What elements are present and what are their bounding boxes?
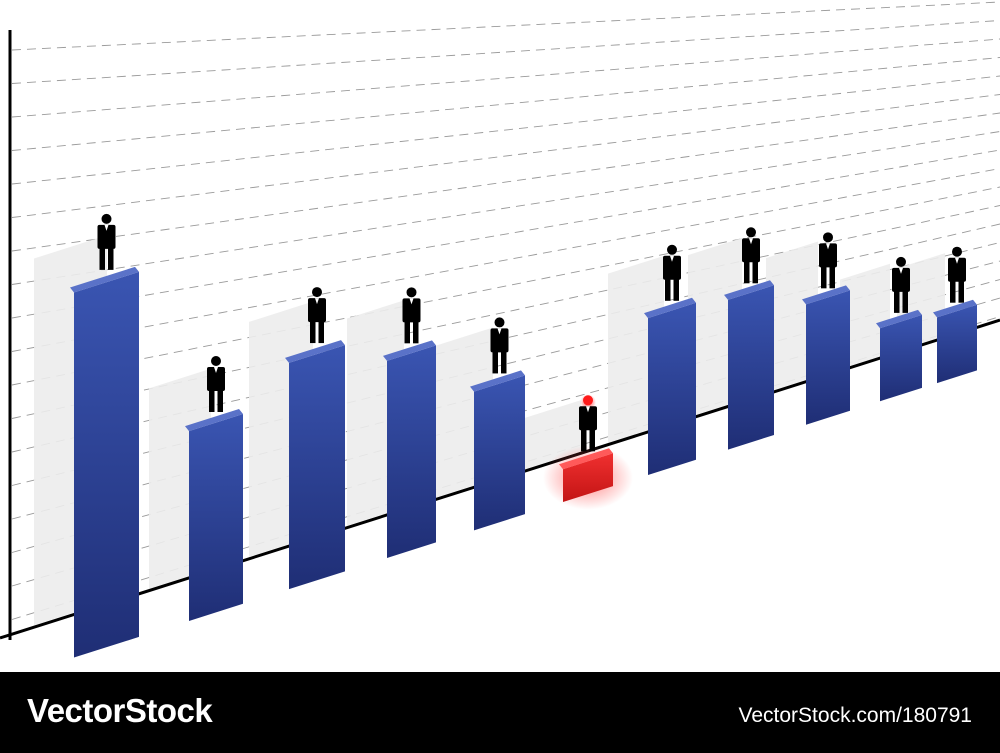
watermark-footer: VectorStock VectorStock.com/180791: [0, 672, 1000, 753]
person-icon-highlight: [579, 394, 597, 452]
person-icon: [663, 244, 681, 301]
person-icon: [742, 227, 760, 284]
gridline: [11, 112, 1000, 252]
bar: [70, 266, 139, 658]
bar: [802, 285, 850, 425]
gridline: [11, 57, 1000, 151]
person-icon: [892, 256, 910, 313]
bars: [70, 213, 977, 658]
gridline: [11, 186, 1000, 386]
bar: [876, 309, 922, 402]
gridline: [11, 1, 1000, 51]
chart-area: [0, 1, 1000, 658]
gridline: [11, 38, 1000, 118]
gridline: [11, 168, 1000, 352]
bar: [644, 297, 696, 476]
bar: [383, 340, 436, 559]
gridline: [11, 131, 1000, 285]
ghost-bar: [766, 241, 818, 393]
bar-chart: [0, 1, 1000, 658]
person-icon: [402, 287, 421, 344]
image-credit: VectorStock.com/180791: [738, 704, 972, 727]
person-icon: [490, 317, 509, 374]
person-icon: [819, 232, 837, 289]
bar: [185, 409, 243, 621]
person-icon: [207, 356, 225, 413]
gridline: [11, 75, 1000, 185]
gridline: [11, 94, 1000, 218]
person-icon: [97, 213, 116, 270]
ghost-bar: [840, 263, 890, 369]
gridline: [11, 20, 1000, 84]
bar: [933, 299, 977, 384]
person-icon: [948, 246, 966, 303]
bar: [724, 280, 774, 450]
person-icon: [308, 287, 326, 344]
bar: [285, 340, 345, 590]
bar: [470, 370, 525, 531]
gridline: [11, 149, 1000, 319]
bar-highlight: [543, 445, 633, 510]
brand-logo-text: VectorStock: [27, 692, 213, 729]
